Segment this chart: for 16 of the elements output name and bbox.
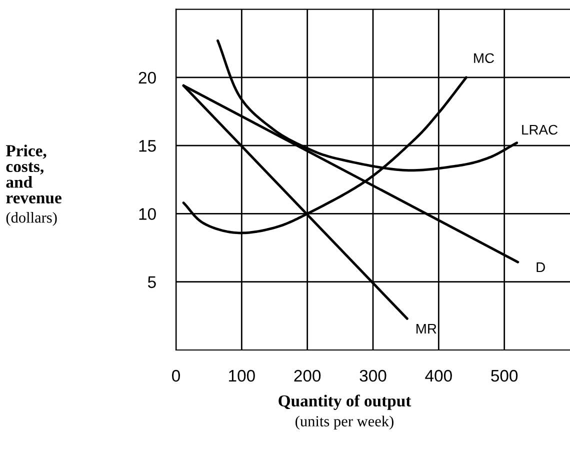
x-tick-label: 100 bbox=[229, 370, 255, 382]
y-tick-label: 15 bbox=[139, 140, 156, 152]
series-label: LRAC bbox=[522, 124, 558, 135]
y-axis-title: Price, costs, and revenue (dollars) bbox=[6, 144, 62, 226]
y-tick-label: 20 bbox=[138, 72, 156, 84]
x-tick-label: 200 bbox=[294, 370, 321, 382]
series-label: D bbox=[536, 262, 545, 272]
y-tick-label: 5 bbox=[148, 276, 156, 288]
series-label: MR bbox=[416, 324, 436, 334]
x-tick-label: 300 bbox=[360, 370, 386, 382]
x-tick-label: 0 bbox=[172, 370, 180, 382]
x-axis-title: Quantity of output (units per week) bbox=[278, 394, 412, 430]
series-label: MC bbox=[474, 53, 494, 64]
x-tick-label: 400 bbox=[425, 370, 452, 382]
x-tick-label: 500 bbox=[491, 370, 518, 382]
y-tick-label: 10 bbox=[139, 208, 156, 220]
